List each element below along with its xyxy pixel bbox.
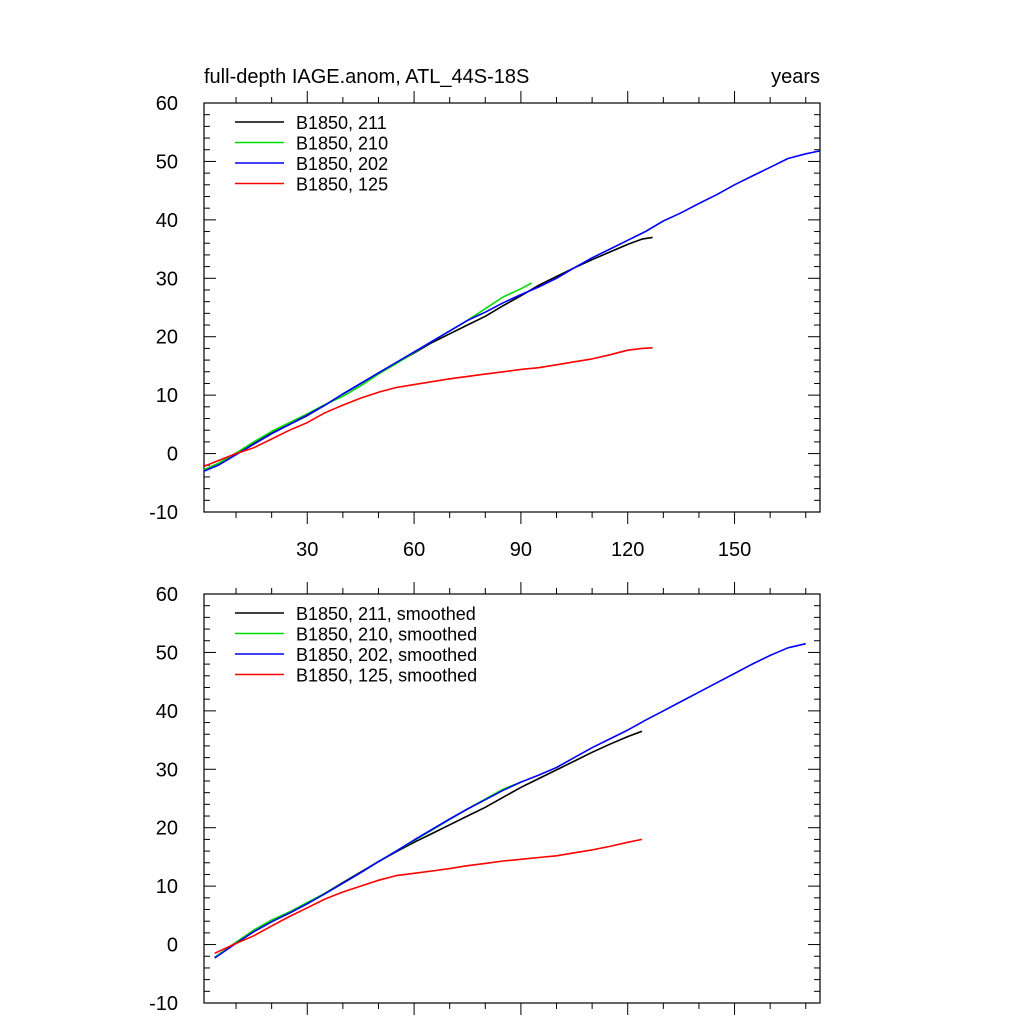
bottom-legend-label-3: B1850, 125, smoothed [296, 666, 477, 686]
bottom-y-tick-label: -10 [149, 993, 178, 1015]
top-y-tick-label: 50 [156, 151, 178, 173]
top-x-tick-label: 150 [718, 539, 751, 561]
top-plot-frame [203, 102, 821, 513]
bottom-y-tick-label: 50 [156, 642, 178, 664]
bottom-series-line-2 [214, 642, 806, 959]
top-y-tick-label: 60 [156, 93, 178, 115]
top-x-tick-label: 120 [611, 539, 644, 561]
top-series-line-1 [203, 282, 532, 471]
bottom-series-line-0 [214, 730, 643, 959]
bottom-plot-frame [203, 593, 821, 1004]
bottom-y-tick-label: 0 [167, 935, 178, 957]
top-legend-label-2: B1850, 202 [296, 154, 388, 174]
top-legend-label-3: B1850, 125 [296, 175, 388, 195]
top-y-tick-label: 10 [156, 385, 178, 407]
top-series-line-2 [203, 150, 821, 472]
left-title: full-depth IAGE.anom, ATL_44S-18S [204, 66, 529, 88]
top-y-tick-label: 30 [156, 268, 178, 290]
bottom-legend-label-1: B1850, 210, smoothed [296, 625, 477, 645]
top-x-tick-label: 60 [403, 539, 425, 561]
bottom-y-tick-label: 60 [156, 584, 178, 606]
bottom-series-line-3 [214, 838, 643, 955]
top-y-tick-label: -10 [149, 502, 178, 524]
bottom-y-tick-label: 20 [156, 818, 178, 840]
bottom-y-tick-label: 40 [156, 701, 178, 723]
top-y-tick-label: 40 [156, 210, 178, 232]
top-series-line-3 [203, 347, 653, 468]
top-legend-label-1: B1850, 210 [296, 134, 388, 154]
top-x-tick-label: 30 [296, 539, 318, 561]
top-legend-label-0: B1850, 211 [296, 113, 387, 133]
top-series-line-0 [203, 236, 653, 471]
bottom-series-line-1 [214, 781, 522, 959]
top-y-tick-label: 0 [167, 444, 178, 466]
bottom-y-tick-label: 30 [156, 759, 178, 781]
bottom-y-tick-label: 10 [156, 876, 178, 898]
top-y-tick-label: 20 [156, 327, 178, 349]
bottom-legend-label-0: B1850, 211, smoothed [296, 604, 476, 624]
top-x-tick-label: 90 [510, 539, 532, 561]
bottom-legend-label-2: B1850, 202, smoothed [296, 645, 477, 665]
right-title: years [771, 66, 820, 88]
